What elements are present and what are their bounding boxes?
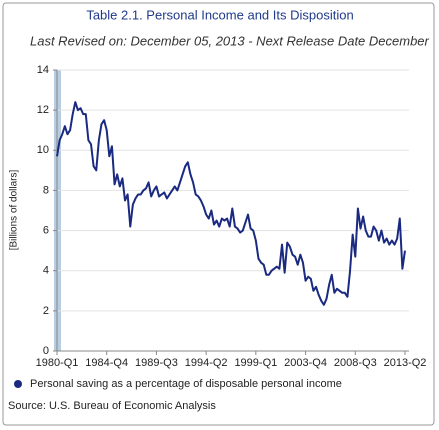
- y-axis-label: [Billions of dollars]: [9, 169, 20, 250]
- x-tick-label: 2003-Q4: [284, 357, 327, 369]
- y-tick-label: 14: [37, 64, 49, 76]
- y-tick-label: 0: [43, 345, 49, 357]
- x-tick-label: 1984-Q4: [85, 357, 128, 369]
- chart-body: Table 2.1. Personal Income and Its Dispo…: [8, 7, 430, 411]
- y-tick-label: 10: [37, 144, 49, 156]
- x-tick-label: 1994-Q2: [185, 357, 228, 369]
- x-tick-label: 1989-Q3: [135, 357, 178, 369]
- x-tick-label: 1980-Q1: [36, 357, 79, 369]
- y-tick-label: 8: [43, 184, 49, 196]
- source-note: Source: U.S. Bureau of Economic Analysis: [8, 400, 216, 412]
- y-tick-label: 4: [43, 265, 49, 277]
- x-tick-label: 1999-Q1: [234, 357, 277, 369]
- frame: [2, 2, 435, 426]
- x-tick-label: 2008-Q3: [334, 357, 377, 369]
- chart-subtitle: Last Revised on: December 05, 2013 - Nex…: [30, 33, 430, 48]
- legend-marker: [14, 380, 22, 388]
- legend-label: Personal saving as a percentage of dispo…: [30, 378, 342, 390]
- y-tick-label: 2: [43, 305, 49, 317]
- y-tick-label: 12: [37, 104, 49, 116]
- data-line: [56, 101, 406, 306]
- chart-title: Table 2.1. Personal Income and Its Dispo…: [86, 7, 353, 22]
- x-tick-label: 2013-Q2: [384, 357, 427, 369]
- y-tick-label: 6: [43, 224, 49, 236]
